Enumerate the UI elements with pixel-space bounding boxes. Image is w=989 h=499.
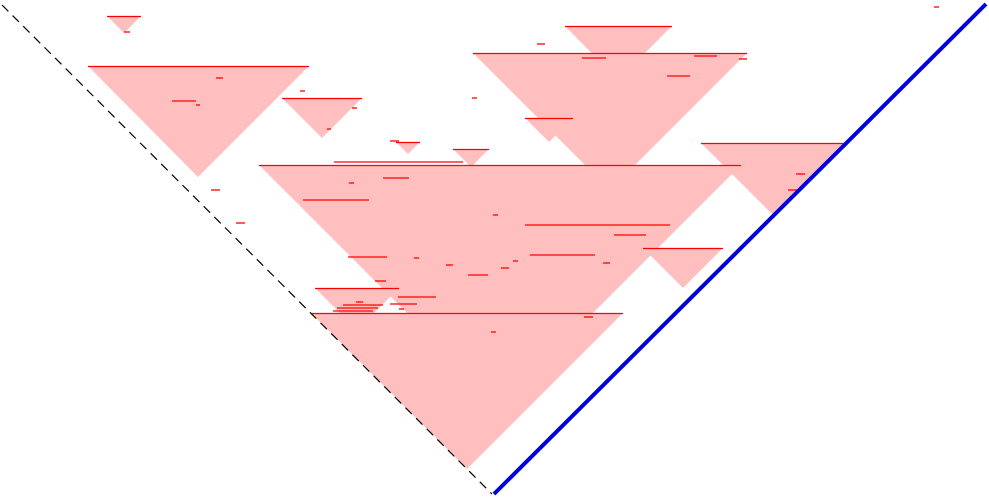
triangle [311, 313, 623, 469]
boundary-line [492, 2, 988, 496]
triangle [282, 98, 362, 138]
triangle [453, 149, 489, 167]
triangle-top-edges [88, 15, 845, 315]
triangle [88, 66, 309, 177]
triangle [107, 16, 141, 33]
triangle [525, 118, 573, 142]
triangle [473, 53, 747, 190]
triangle [396, 142, 420, 154]
triangle [643, 248, 723, 288]
triangle [701, 143, 845, 215]
triangle [315, 288, 399, 330]
dashed-diagonal [1, 4, 493, 495]
red-segments [124, 6, 939, 333]
